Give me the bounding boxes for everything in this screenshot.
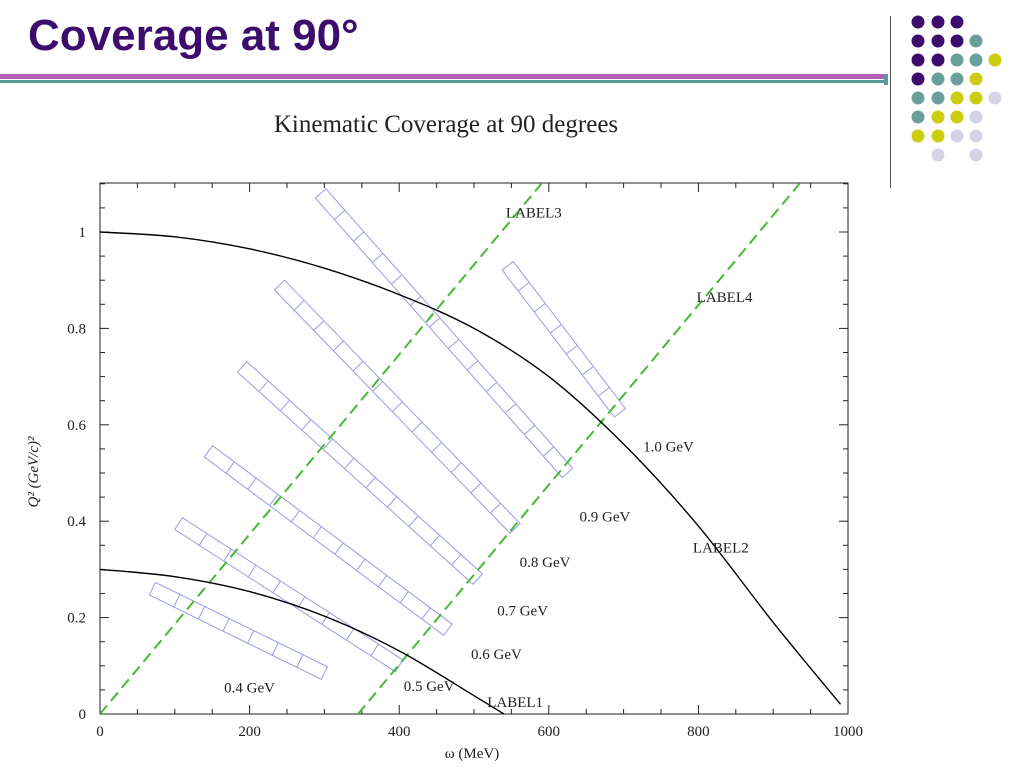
- curve: [100, 568, 505, 714]
- annotation-label: 0.6 GeV: [471, 647, 522, 663]
- y-tick-label: 0.4: [67, 514, 86, 530]
- y-tick-label: 0.8: [67, 321, 86, 337]
- energy-band: [314, 188, 574, 479]
- axis-ticks: [99, 183, 849, 715]
- energy-band: [273, 279, 521, 535]
- title-underline: [0, 74, 888, 79]
- annotation-label: LABEL2: [693, 541, 749, 557]
- energy-band: [501, 260, 627, 418]
- annotation-label: 0.9 GeV: [579, 509, 630, 525]
- plot-area: [100, 183, 842, 714]
- x-tick-label: 1000: [833, 724, 863, 740]
- x-tick-label: 600: [538, 724, 561, 740]
- x-tick-label: 200: [238, 724, 261, 740]
- slide-title: Coverage at 90°: [28, 11, 359, 60]
- annotation-label: 0.8 GeV: [520, 555, 571, 571]
- annotation-label: LABEL1: [487, 695, 543, 711]
- annotation-label: LABEL3: [506, 206, 562, 222]
- energy-band: [203, 444, 453, 636]
- title-underline-teal: [0, 80, 888, 83]
- energy-band: [236, 361, 484, 585]
- y-tick-label: 0.6: [67, 418, 86, 434]
- x-axis-label: ω (MeV): [445, 746, 499, 762]
- energy-band: [174, 517, 404, 673]
- y-tick-label: 0: [79, 707, 87, 723]
- decor-divider: [890, 16, 891, 188]
- dashed-line: [357, 183, 801, 714]
- annotation-label: 0.5 GeV: [404, 679, 455, 695]
- title-underline-cap: [884, 74, 888, 85]
- y-tick-label: 0.2: [67, 611, 86, 627]
- annotation-label: 0.7 GeV: [497, 603, 548, 619]
- plot-frame: [99, 182, 849, 715]
- dashed-line: [100, 183, 543, 714]
- energy-band: [148, 581, 329, 680]
- x-tick-label: 0: [96, 724, 104, 740]
- curve: [100, 231, 842, 705]
- annotation-label: 0.4 GeV: [224, 680, 275, 696]
- y-tick-label: 1: [79, 225, 87, 241]
- annotation-label: LABEL4: [697, 290, 753, 306]
- chart-title: Kinematic Coverage at 90 degrees: [274, 111, 618, 138]
- x-tick-label: 800: [687, 724, 710, 740]
- y-axis-label: Q² (GeV/c)²: [26, 436, 42, 508]
- annotation-label: 1.0 GeV: [643, 439, 694, 455]
- x-tick-label: 400: [388, 724, 411, 740]
